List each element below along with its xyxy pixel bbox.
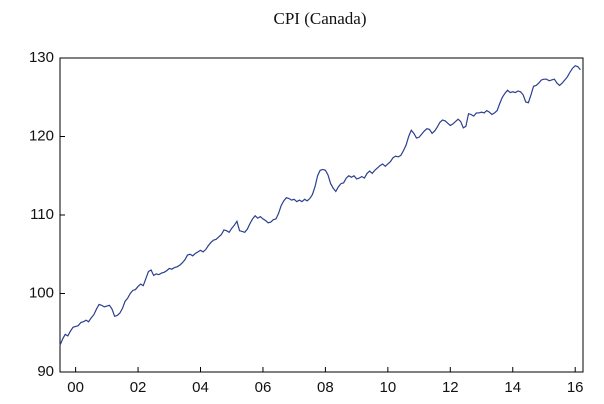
x-tick-label: 04 [192,379,209,396]
x-tick-label: 06 [255,379,272,396]
chart-title: CPI (Canada) [273,9,366,28]
x-tick-label: 16 [567,379,584,396]
x-tick-label: 12 [442,379,459,396]
y-tick-label: 100 [29,284,54,301]
plot-frame [59,57,584,373]
y-tick-label: 90 [37,363,54,380]
line-series [59,65,581,346]
y-tick-label: 120 [29,127,54,144]
y-tick-label: 130 [29,49,54,66]
y-tick-label: 110 [30,206,54,223]
x-tick-label: 02 [130,379,147,396]
x-tick-label: 14 [504,379,521,396]
x-tick-label: 00 [67,379,84,396]
x-tick-label: 10 [380,379,397,396]
x-tick-label: 08 [317,379,334,396]
